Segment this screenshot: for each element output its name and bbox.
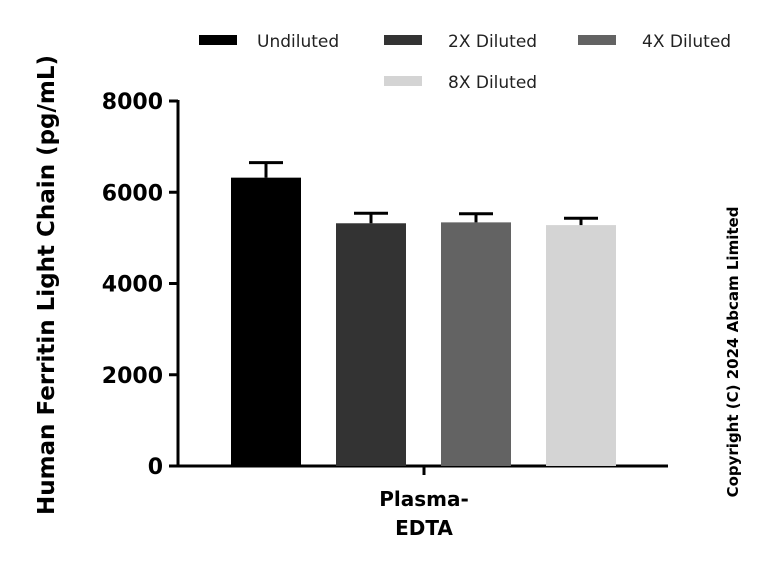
legend-label: Undiluted: [257, 32, 339, 52]
copyright-text: Copyright (C) 2024 Abcam Limited: [724, 207, 742, 498]
bar-8x-diluted: [546, 225, 616, 466]
legend-label: 2X Diluted: [448, 32, 537, 52]
bar-4x-diluted: [441, 222, 511, 466]
legend-label: 8X Diluted: [448, 73, 537, 93]
y-tick-label: 4000: [102, 273, 163, 298]
bar-undiluted: [231, 177, 301, 466]
x-tick-label: EDTA: [395, 516, 453, 540]
legend-swatch: [384, 35, 422, 45]
y-axis-label: Human Ferritin Light Chain (pg/mL): [34, 55, 60, 515]
bar-2x-diluted: [336, 223, 406, 466]
y-tick-label: 0: [148, 455, 163, 480]
legend-swatch: [384, 76, 422, 86]
legend-swatch: [578, 35, 616, 45]
x-tick-label: Plasma-: [379, 487, 469, 511]
y-tick-label: 8000: [102, 90, 163, 115]
legend-swatch: [199, 35, 237, 45]
legend-label: 4X Diluted: [642, 32, 731, 52]
y-tick-label: 2000: [102, 364, 163, 389]
y-tick-label: 6000: [102, 181, 163, 206]
